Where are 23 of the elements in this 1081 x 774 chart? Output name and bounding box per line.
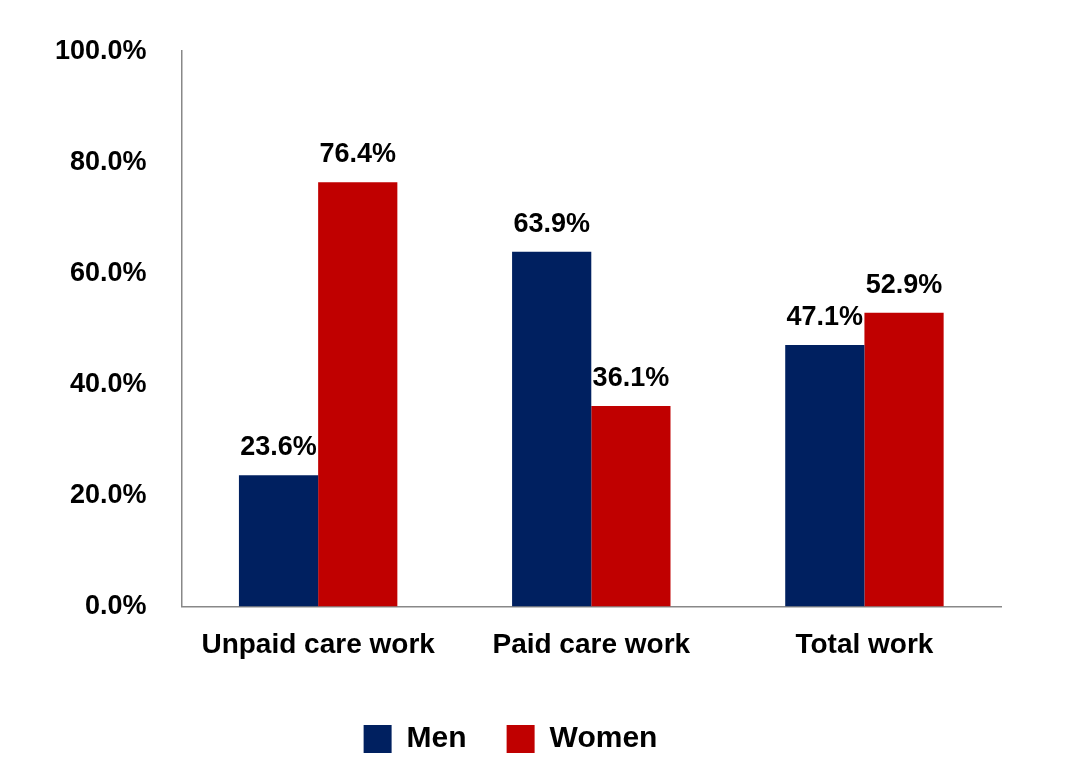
bar xyxy=(512,251,592,607)
y-tick-label: 0.0% xyxy=(85,589,147,620)
y-tick-label: 80.0% xyxy=(70,145,147,176)
y-tick-label: 40.0% xyxy=(70,367,147,398)
legend-label: Women xyxy=(549,720,658,754)
data-label: 47.1% xyxy=(786,300,864,331)
data-label: 63.9% xyxy=(513,207,590,238)
legend-label: Men xyxy=(406,720,467,754)
y-tick-label: 60.0% xyxy=(70,256,147,287)
bar xyxy=(318,182,398,607)
bar xyxy=(785,344,865,607)
bar xyxy=(591,405,671,607)
data-label: 52.9% xyxy=(865,268,943,299)
x-tick-label: Unpaid care work xyxy=(201,627,436,659)
data-label: 76.4% xyxy=(319,138,397,169)
data-label: 36.1% xyxy=(592,361,670,392)
x-tick-label: Paid care work xyxy=(492,627,691,659)
data-label: 23.6% xyxy=(240,431,317,462)
bar xyxy=(864,312,944,607)
y-tick-label: 100.0% xyxy=(55,34,147,65)
x-tick-label: Total work xyxy=(795,627,934,659)
y-tick-label: 20.0% xyxy=(70,478,147,509)
bar xyxy=(238,475,319,607)
